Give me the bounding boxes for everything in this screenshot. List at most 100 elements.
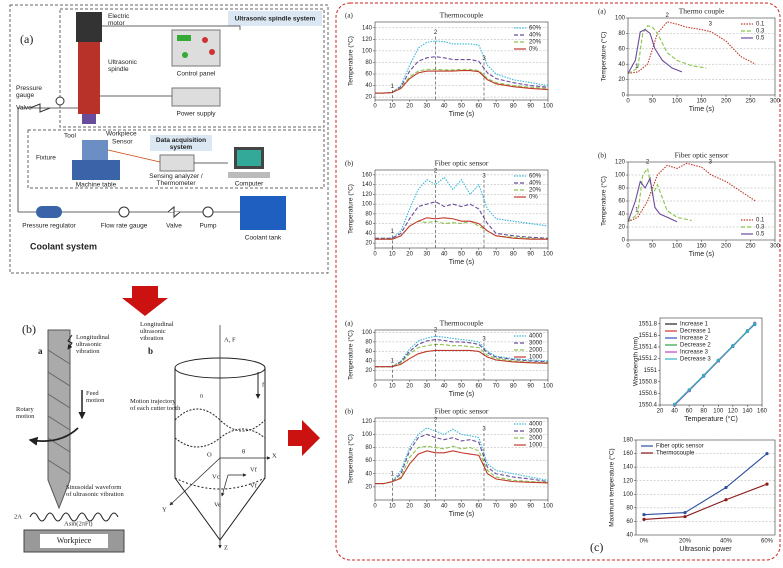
screen — [237, 150, 261, 166]
line: Motion trajectory — [130, 398, 176, 405]
legend-label: 0.1 — [756, 218, 765, 224]
y-tick-label: 100 — [615, 173, 626, 179]
x-tick-label: 20 — [406, 252, 413, 258]
chart: 20 40 60 80 100 120 140 0 10 20 30 40 50 60 70 80 90 100 T… — [345, 11, 554, 118]
plot-area — [635, 439, 776, 536]
annotation: 3 — [709, 22, 713, 28]
legend-label: Increase 1 — [680, 322, 709, 328]
y-axis-label: Temperature (°C) — [347, 36, 355, 86]
x-tick-label: 90 — [527, 384, 534, 390]
legend-label: Increase 2 — [680, 336, 709, 342]
x-tick-label: 300 — [770, 99, 781, 105]
label: Vc — [212, 473, 220, 480]
x-tick-label: 60% — [761, 539, 774, 545]
x-tick-label: 80 — [510, 104, 517, 110]
y-tick-label: 120 — [362, 419, 373, 425]
y-tick-label: 40 — [365, 471, 372, 477]
y-tick-label: 1550.8 — [639, 379, 658, 385]
knob — [209, 49, 215, 55]
frame — [335, 2, 781, 561]
label: Tool — [64, 133, 76, 140]
y-tick-label: 1550.6 — [639, 391, 658, 397]
wire — [102, 25, 241, 30]
series-line — [375, 349, 549, 368]
y-tick-label: 80 — [626, 505, 633, 511]
y-tick-label: 1551.2 — [639, 356, 658, 362]
line: motor — [108, 20, 125, 27]
label: 2A — [14, 513, 22, 520]
y-tick-label: 100 — [623, 492, 634, 498]
label: f — [262, 381, 265, 388]
x-tick-label: 120 — [728, 409, 739, 415]
line: vibration — [76, 348, 100, 355]
valve — [167, 205, 181, 219]
chart-title: Fiber optic sensor — [435, 407, 489, 416]
x-tick-label: 100 — [543, 504, 554, 510]
series-line — [375, 68, 549, 94]
line: of ultrasonic vibration — [66, 491, 125, 498]
x-tick-label: 30 — [424, 384, 431, 390]
line: Sensing analyzer / — [149, 173, 203, 180]
legend-label: Increase 3 — [680, 350, 709, 356]
x-tick-label: 100 — [543, 384, 554, 390]
x-tick-label: 10 — [389, 252, 396, 258]
y-tick-label: 1551 — [644, 368, 658, 374]
y-tick-label: 20 — [618, 77, 625, 83]
chart: 40 60 80 100 120 140 160 180 0% 20% 40% 60% Ultrason… — [608, 438, 776, 553]
line: motion — [16, 413, 35, 420]
y-tick-label: 80 — [365, 339, 372, 345]
chart: 20 40 60 80 100 120 0 10 20 30 40 50 60 70 80 90 100 Fibe… — [345, 407, 554, 518]
knob — [202, 37, 208, 43]
legend-label: 40% — [529, 33, 542, 39]
panel-label: (a) — [345, 320, 353, 328]
line: Sinusoidal waveform — [66, 484, 121, 491]
y-tick-label: 40 — [618, 212, 625, 218]
x-tick-label: 10 — [389, 104, 396, 110]
annotation: 2 — [434, 327, 438, 333]
label: Y — [162, 506, 167, 513]
series-line — [375, 335, 549, 368]
wire — [107, 149, 161, 163]
y-tick-label: 140 — [623, 465, 634, 471]
line: Electric — [108, 13, 130, 20]
label: Fixture — [36, 155, 56, 162]
line: Longitudinal — [140, 321, 174, 328]
x-tick-label: 0% — [640, 539, 649, 545]
line: motion — [86, 397, 105, 404]
label: Pump — [200, 223, 217, 230]
line: gauge — [16, 92, 34, 99]
y-tick-label: 1550.4 — [639, 403, 658, 409]
label: Electric motor — [108, 13, 130, 27]
arrow — [122, 286, 168, 316]
chart-title: Fiber optic sensor — [435, 159, 489, 168]
annotation: 2 — [666, 13, 670, 19]
y-tick-label: 20 — [618, 225, 625, 231]
line: system — [170, 144, 193, 151]
rotary-arrow — [28, 427, 79, 446]
x-tick-label: 40% — [720, 539, 733, 545]
chart: 20 40 60 80 100 120 140 160 0 10 20 30 40 50 60 70 80 90 1… — [345, 159, 554, 266]
y-tick-label: 60 — [365, 221, 372, 227]
legend-label: Fiber optic sensor — [656, 444, 704, 450]
regulator — [36, 206, 62, 218]
x-tick-label: 40 — [441, 504, 448, 510]
point — [642, 517, 646, 521]
panel-label: (a) — [20, 32, 33, 46]
line: spindle — [108, 66, 129, 73]
vibration-diagram: (b) a Longitudinal ultrasonic vibration Fe… — [14, 321, 277, 553]
series-line — [375, 176, 549, 239]
label: Workpiece — [57, 536, 92, 545]
label: Ultrasonic spindle system — [235, 16, 316, 23]
x-tick-label: 200 — [721, 99, 732, 105]
label: Pressure regulator — [22, 223, 76, 230]
annotation: 2 — [434, 30, 438, 36]
x-tick-label: 80 — [510, 384, 517, 390]
legend-label: 0% — [529, 195, 538, 201]
label: Vf — [250, 482, 258, 489]
y-tick-label: 80 — [618, 31, 625, 37]
coolant-tank — [240, 196, 286, 230]
flow-gauge — [118, 206, 130, 218]
y-tick-label: 60 — [618, 199, 625, 205]
